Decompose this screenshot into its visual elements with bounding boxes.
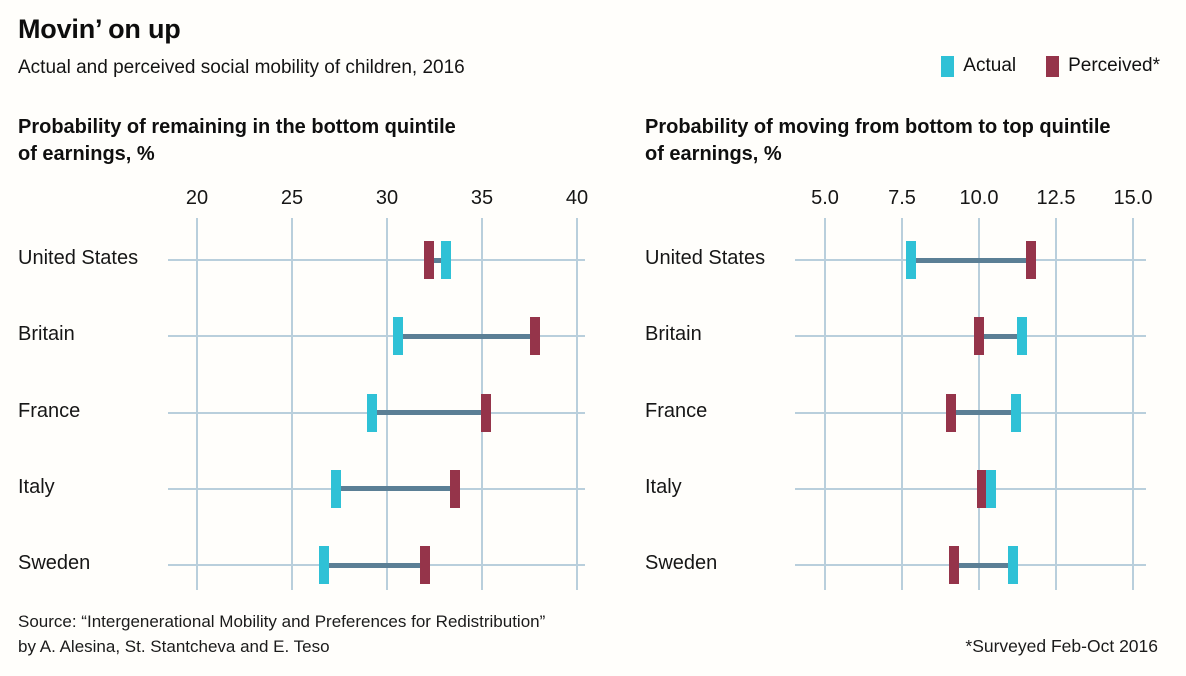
left-panel-title: Probability of remaining in the bottom q… <box>18 114 618 168</box>
source-note: Source: “Intergenerational Mobility and … <box>18 609 545 659</box>
category-label: Sweden <box>645 552 718 574</box>
gridline-vertical <box>1055 218 1057 590</box>
source-line1: Source: “Intergenerational Mobility and … <box>18 612 546 631</box>
category-label: France <box>18 399 81 422</box>
dumbbell-connector <box>428 257 446 263</box>
perceived-marker <box>480 393 491 432</box>
right-panel-title: Probability of moving from bottom to top… <box>645 114 1170 168</box>
row-gridline <box>795 335 1146 338</box>
actual-marker <box>1007 546 1018 584</box>
row-gridline <box>168 259 585 261</box>
x-axis-tick-label: 7.5 <box>888 187 916 209</box>
left-panel-title-line1: Probability of remaining in the bottom q… <box>18 116 456 138</box>
dumbbell-connector <box>398 333 536 339</box>
perceived-marker <box>977 469 988 508</box>
gridline-vertical <box>901 218 903 590</box>
row-gridline <box>795 487 1146 490</box>
perceived-marker <box>450 469 461 508</box>
actual-marker <box>330 469 341 508</box>
actual-marker <box>366 393 377 432</box>
legend-label-perceived: Perceived* <box>1068 55 1160 76</box>
x-axis-tick-label: 35 <box>470 187 494 209</box>
actual-marker <box>1017 317 1028 356</box>
perceived-marker <box>530 317 541 356</box>
perceived-marker <box>946 393 957 432</box>
actual-marker <box>906 241 917 279</box>
x-axis-tick-label: 5.0 <box>811 187 839 209</box>
legend-item-perceived: Perceived* <box>1046 55 1160 77</box>
legend-label-actual: Actual <box>963 55 1017 76</box>
right-panel-title-line2: of earnings, % <box>645 143 782 165</box>
actual-marker <box>440 241 451 279</box>
actual-marker <box>986 469 997 508</box>
x-axis-tick-label: 12.5 <box>1036 187 1076 209</box>
category-label: Italy <box>645 475 682 498</box>
category-label: United States <box>645 247 766 269</box>
dumbbell-connector <box>911 257 1032 263</box>
x-axis-tick-label: 30 <box>375 187 399 209</box>
survey-footnote: *Surveyed Feb-Oct 2016 <box>965 636 1158 656</box>
x-axis-tick-label: 20 <box>185 187 209 209</box>
category-label: Britain <box>645 323 702 346</box>
x-axis-tick-label: 10.0 <box>959 187 999 209</box>
actual-swatch-icon <box>941 55 955 77</box>
category-label: Britain <box>18 323 75 346</box>
dumbbell-connector <box>324 562 425 568</box>
category-label: Italy <box>18 475 55 498</box>
dumbbell-connector <box>954 562 1013 568</box>
gridline-vertical <box>824 218 826 590</box>
gridline-vertical <box>576 218 578 590</box>
dumbbell-connector <box>951 410 1016 415</box>
left-panel-title-line2: of earnings, % <box>18 143 155 165</box>
x-axis-tick-label: 40 <box>565 187 589 209</box>
dumbbell-connector <box>371 410 486 415</box>
category-label: Sweden <box>18 552 91 574</box>
actual-marker <box>319 546 330 584</box>
source-line2: by A. Alesina, St. Stantcheva and E. Tes… <box>18 637 330 656</box>
dumbbell-connector <box>979 333 1023 339</box>
actual-marker <box>1010 393 1021 432</box>
row-gridline <box>168 335 585 338</box>
perceived-marker <box>1026 241 1037 279</box>
right-panel-title-line1: Probability of moving from bottom to top… <box>645 116 1111 138</box>
gridline-vertical <box>196 218 198 590</box>
legend: Actual Perceived* <box>941 55 1160 77</box>
perceived-marker <box>423 241 434 279</box>
gridline-vertical <box>291 218 293 590</box>
perceived-marker <box>949 546 960 584</box>
actual-marker <box>393 317 404 356</box>
chart-subtitle: Actual and perceived social mobility of … <box>18 57 465 78</box>
category-label: France <box>645 399 708 422</box>
gridline-vertical <box>386 218 388 590</box>
category-label: United States <box>18 247 139 269</box>
x-axis-tick-label: 25 <box>280 187 304 209</box>
gridline-vertical <box>978 218 980 590</box>
legend-item-actual: Actual <box>941 55 1016 77</box>
gridline-vertical <box>1132 218 1134 590</box>
x-axis-tick-label: 15.0 <box>1113 187 1153 209</box>
dumbbell-connector <box>335 486 456 492</box>
perceived-marker <box>420 546 430 584</box>
perceived-marker <box>974 317 984 356</box>
perceived-swatch-icon <box>1046 55 1060 77</box>
page-title: Movin’ on up <box>18 14 181 44</box>
